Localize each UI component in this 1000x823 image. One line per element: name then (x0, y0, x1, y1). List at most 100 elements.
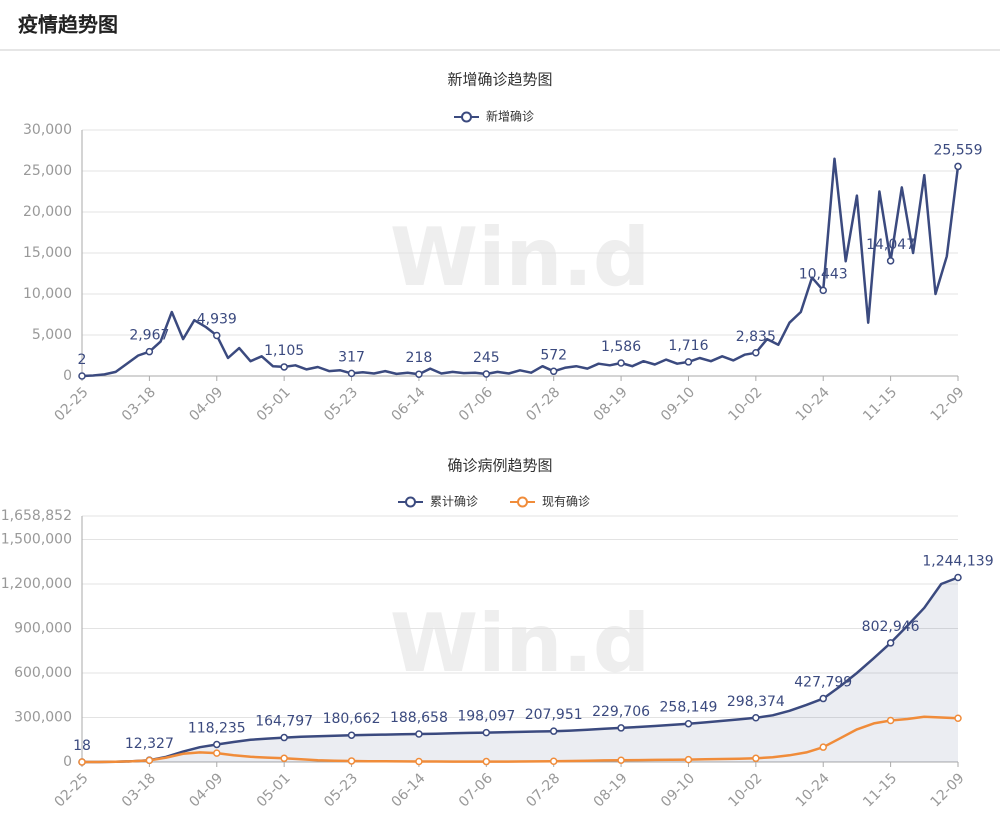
data-point (415, 370, 423, 378)
data-point (347, 757, 356, 765)
data-point (415, 757, 423, 766)
x-tick-label: 04-09 (186, 384, 226, 424)
data-point (482, 728, 491, 737)
data-label: 25,559 (934, 142, 983, 158)
series-line (82, 576, 959, 764)
y-tick-label: 25,000 (23, 163, 72, 179)
x-tick-label: 02-25 (52, 770, 92, 810)
y-tick-label: 300,000 (14, 710, 72, 726)
x-tick-label: 08-19 (591, 770, 631, 810)
chart-title: 新增确诊趋势图 (447, 71, 552, 89)
data-point (280, 733, 288, 742)
data-label: 1,244,139 (922, 554, 993, 570)
y-tick-label: 5,000 (32, 327, 72, 343)
data-point (819, 694, 827, 703)
legend-label: 现有确诊 (542, 495, 590, 509)
x-tick-label: 06-14 (388, 384, 428, 424)
page-title: 疫情趋势图 (18, 13, 118, 37)
series-area (82, 577, 958, 762)
y-tick-label: 0 (63, 368, 72, 384)
y-tick-label: 0 (63, 754, 72, 770)
y-tick-label: 30,000 (23, 122, 72, 138)
data-point (954, 162, 962, 171)
data-point (78, 758, 86, 766)
data-point (954, 714, 962, 723)
data-point (684, 358, 693, 366)
x-tick-label: 11-15 (860, 384, 900, 424)
legend-label: 新增确诊 (486, 109, 534, 124)
data-label: 2 (78, 352, 87, 368)
data-label: 1,586 (601, 339, 641, 355)
y-tick-label: 10,000 (23, 286, 72, 302)
data-label: 198,097 (457, 709, 515, 725)
data-label: 14,047 (866, 237, 915, 253)
x-tick-label: 05-23 (321, 770, 361, 810)
data-point (347, 369, 356, 378)
data-label: 229,706 (592, 704, 650, 720)
data-point (549, 757, 558, 766)
y-tick-label: 900,000 (14, 621, 72, 637)
x-tick-label: 09-10 (658, 770, 698, 810)
data-point (145, 347, 154, 356)
data-label: 427,799 (794, 675, 852, 691)
legend-symbol (405, 496, 416, 508)
data-point (549, 367, 558, 376)
x-tick-label: 02-25 (52, 384, 92, 424)
y-tick-label: 1,500,000 (1, 532, 72, 548)
data-point (752, 754, 760, 763)
legend-symbol (461, 111, 472, 123)
x-tick-label: 10-02 (725, 770, 765, 810)
x-tick-label: 06-14 (388, 770, 428, 810)
data-label: 258,149 (660, 700, 718, 716)
data-label: 218 (406, 350, 433, 366)
x-tick-label: 03-18 (119, 384, 159, 424)
data-point (549, 727, 558, 735)
chart-title: 确诊病例趋势图 (447, 457, 552, 475)
data-point (886, 716, 895, 725)
x-tick-label: 05-23 (321, 384, 361, 424)
data-label: 1,105 (264, 343, 304, 359)
y-tick-label: 20,000 (23, 204, 72, 220)
data-label: 802,946 (862, 619, 920, 635)
series-line (82, 715, 959, 764)
data-point (213, 749, 221, 757)
data-label: 1,716 (668, 338, 708, 354)
legend-label: 累计确诊 (430, 495, 478, 509)
data-label: 4,939 (197, 312, 237, 328)
legend-symbol (517, 496, 528, 508)
data-point (684, 755, 693, 764)
data-point (752, 349, 760, 357)
x-tick-label: 03-18 (119, 770, 159, 810)
y-tick-label: 600,000 (14, 665, 72, 681)
data-point (347, 731, 356, 739)
x-tick-label: 05-01 (254, 770, 294, 810)
y-tick-label: 1,200,000 (1, 576, 72, 592)
data-point (213, 740, 221, 749)
data-label: 18 (73, 738, 91, 754)
data-label: 298,374 (727, 694, 785, 710)
data-label: 188,658 (390, 710, 448, 726)
watermark: Win.d (390, 211, 650, 304)
x-tick-label: 07-06 (456, 384, 496, 424)
x-tick-label: 07-28 (523, 770, 563, 810)
x-tick-label: 08-19 (591, 384, 631, 424)
data-point (280, 754, 288, 763)
data-label: 12,327 (125, 736, 174, 752)
data-point (886, 257, 895, 265)
x-tick-label: 12-09 (928, 384, 968, 424)
watermark: Win.d (390, 597, 650, 690)
data-point (617, 359, 625, 367)
data-label: 207,951 (525, 707, 583, 723)
data-point (482, 757, 491, 766)
data-label: 245 (473, 350, 500, 366)
x-tick-label: 10-02 (725, 384, 765, 424)
data-label: 2,967 (129, 328, 169, 344)
x-tick-label: 12-09 (928, 770, 968, 810)
series-line (81, 157, 960, 378)
x-tick-label: 11-15 (860, 770, 900, 810)
data-point (886, 639, 895, 647)
y-tick-label: 1,658,852 (1, 508, 72, 524)
data-point (954, 573, 962, 582)
data-label: 10,443 (799, 266, 848, 282)
